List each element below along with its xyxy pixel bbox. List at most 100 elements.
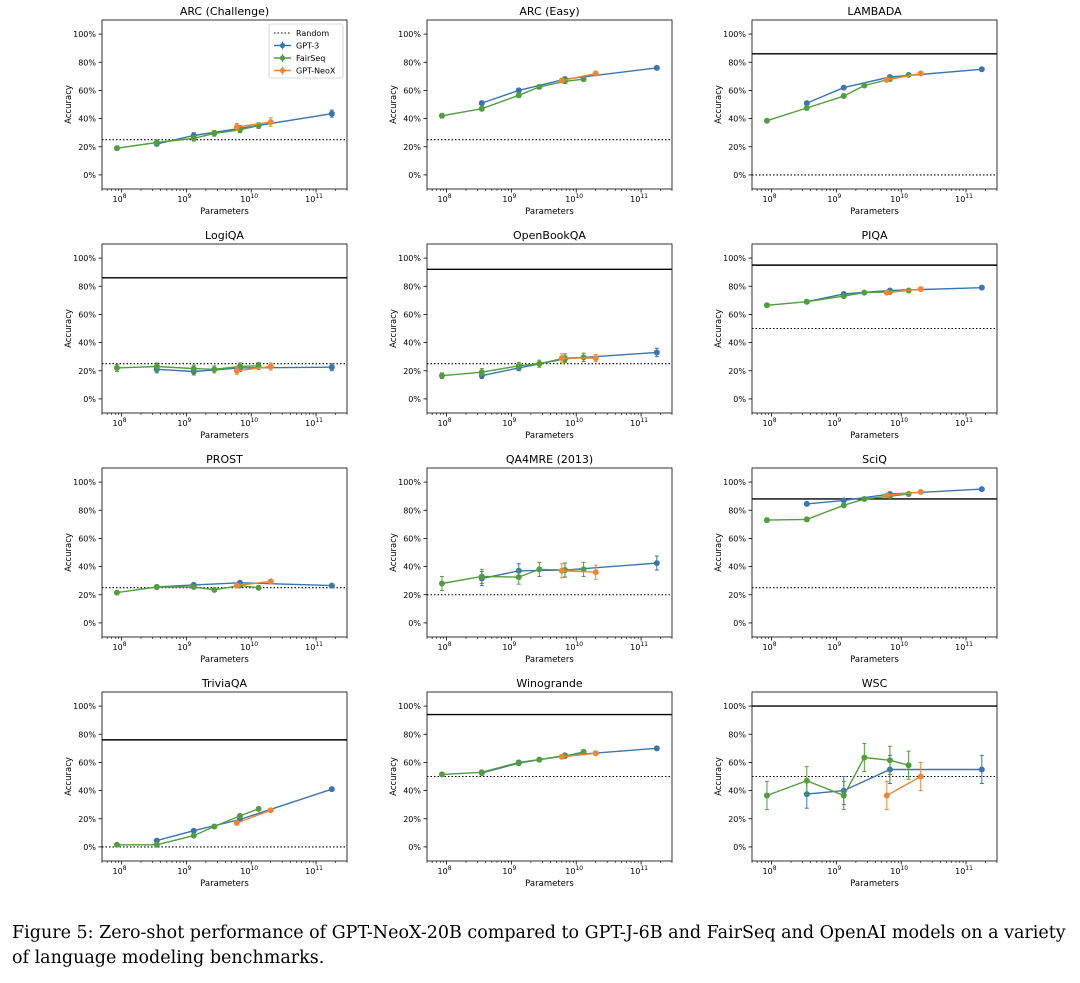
data-point-fairseq bbox=[803, 105, 810, 112]
x-tick-label: 109 bbox=[827, 193, 841, 204]
data-point-gpt-neox bbox=[267, 363, 274, 370]
x-axis-label: Parameters bbox=[850, 655, 899, 665]
y-tick-label: 0% bbox=[733, 171, 746, 180]
y-tick-label: 0% bbox=[83, 171, 96, 180]
legend-swatch-marker bbox=[279, 55, 286, 61]
data-point-fairseq bbox=[211, 823, 218, 830]
y-tick-label: 80% bbox=[728, 730, 746, 739]
series-line-gpt-neox bbox=[236, 809, 271, 824]
data-point-fairseq bbox=[840, 93, 847, 100]
data-point-fairseq bbox=[861, 289, 868, 296]
y-axis-label: Accuracy bbox=[64, 533, 74, 572]
y-tick-label: 60% bbox=[403, 310, 421, 319]
data-point-fairseq bbox=[438, 580, 445, 587]
x-axis-label: Parameters bbox=[850, 879, 899, 889]
data-point-gpt-neox bbox=[883, 492, 890, 499]
data-point-fairseq bbox=[536, 566, 543, 573]
y-tick-label: 20% bbox=[78, 815, 96, 824]
data-point-fairseq bbox=[763, 792, 770, 799]
data-point-gpt-3 bbox=[840, 84, 847, 91]
plot-frame bbox=[426, 467, 673, 638]
x-tick-label: 108 bbox=[763, 417, 777, 428]
data-point-gpt-3 bbox=[328, 364, 335, 371]
y-tick-label: 60% bbox=[403, 86, 421, 95]
legend-label: GPT-NeoX bbox=[296, 67, 336, 76]
x-tick-label: 1011 bbox=[955, 417, 973, 428]
y-tick-label: 20% bbox=[403, 591, 421, 600]
data-point-fairseq bbox=[536, 756, 543, 763]
y-tick-label: 0% bbox=[83, 395, 96, 404]
y-tick-label: 80% bbox=[78, 730, 96, 739]
data-point-fairseq bbox=[153, 363, 160, 370]
y-tick-label: 60% bbox=[78, 86, 96, 95]
x-tick-label: 108 bbox=[438, 417, 452, 428]
panel-title: TriviaQA bbox=[201, 677, 248, 690]
data-point-gpt-neox bbox=[233, 367, 240, 374]
y-tick-label: 40% bbox=[403, 339, 421, 348]
data-point-fairseq bbox=[536, 360, 543, 367]
data-point-fairseq bbox=[861, 495, 868, 502]
y-tick-label: 100% bbox=[73, 30, 96, 39]
series-line-fairseq bbox=[441, 751, 584, 776]
data-point-gpt-neox bbox=[917, 286, 924, 293]
y-tick-label: 0% bbox=[408, 843, 421, 852]
series-line-fairseq bbox=[766, 493, 909, 521]
panel-wsc: WSC 0% 20% 40% 60% 80% 100% 108 109 1010 1011 Param… bbox=[714, 677, 998, 889]
y-axis-label: Accuracy bbox=[714, 85, 724, 124]
data-point-fairseq bbox=[763, 302, 770, 309]
x-tick-label: 108 bbox=[113, 193, 127, 204]
y-tick-label: 0% bbox=[83, 843, 96, 852]
plot-frame bbox=[751, 19, 998, 190]
x-tick-label: 1011 bbox=[305, 193, 323, 204]
data-point-gpt-3 bbox=[328, 582, 335, 589]
y-axis-label: Accuracy bbox=[389, 757, 399, 796]
x-axis-label: Parameters bbox=[525, 879, 574, 889]
data-point-gpt-neox bbox=[267, 807, 274, 814]
panel-title: SciQ bbox=[862, 453, 887, 466]
y-tick-label: 60% bbox=[78, 534, 96, 543]
data-point-gpt-3 bbox=[840, 497, 847, 504]
x-tick-label: 1010 bbox=[565, 865, 583, 876]
x-tick-label: 108 bbox=[763, 641, 777, 652]
y-tick-label: 20% bbox=[728, 815, 746, 824]
y-tick-label: 0% bbox=[83, 619, 96, 628]
plot-frame bbox=[751, 243, 998, 414]
data-point-fairseq bbox=[190, 584, 197, 591]
x-tick-label: 109 bbox=[827, 865, 841, 876]
data-point-gpt-neox bbox=[917, 70, 924, 77]
data-point-gpt-neox bbox=[592, 569, 599, 576]
data-point-gpt-neox bbox=[592, 70, 599, 77]
data-point-fairseq bbox=[211, 130, 218, 137]
x-tick-label: 108 bbox=[763, 193, 777, 204]
data-point-gpt-neox bbox=[233, 819, 240, 826]
data-point-fairseq bbox=[840, 293, 847, 300]
series-line-gpt-neox bbox=[236, 580, 271, 587]
series-line-fairseq bbox=[116, 584, 259, 594]
y-axis-label: Accuracy bbox=[714, 757, 724, 796]
data-point-gpt-3 bbox=[478, 100, 485, 107]
y-tick-label: 40% bbox=[78, 563, 96, 572]
y-tick-label: 0% bbox=[408, 619, 421, 628]
data-point-fairseq bbox=[153, 139, 160, 146]
data-point-gpt-neox bbox=[558, 567, 565, 574]
series-line-fairseq bbox=[441, 568, 584, 585]
panel-prost: PROST 0% 20% 40% 60% 80% 100% 108 109 1010 1011 Par… bbox=[64, 453, 348, 665]
panel-arc-easy: ARC (Easy) 0% 20% 40% 60% 80% 100% 108 109 1010 10… bbox=[389, 5, 673, 217]
data-point-gpt-3 bbox=[803, 100, 810, 107]
data-point-gpt-neox bbox=[883, 289, 890, 296]
y-tick-label: 100% bbox=[723, 702, 746, 711]
data-point-fairseq bbox=[515, 362, 522, 369]
y-tick-label: 80% bbox=[78, 282, 96, 291]
x-tick-label: 109 bbox=[827, 641, 841, 652]
y-tick-label: 60% bbox=[78, 758, 96, 767]
data-point-fairseq bbox=[803, 777, 810, 784]
panel-title: ARC (Easy) bbox=[519, 5, 579, 18]
data-point-gpt-3 bbox=[653, 64, 660, 71]
y-tick-label: 20% bbox=[403, 367, 421, 376]
data-point-fairseq bbox=[478, 769, 485, 776]
x-tick-label: 1010 bbox=[565, 417, 583, 428]
x-axis-label: Parameters bbox=[200, 879, 249, 889]
y-tick-label: 40% bbox=[728, 563, 746, 572]
x-axis-label: Parameters bbox=[525, 431, 574, 441]
y-tick-label: 80% bbox=[403, 58, 421, 67]
